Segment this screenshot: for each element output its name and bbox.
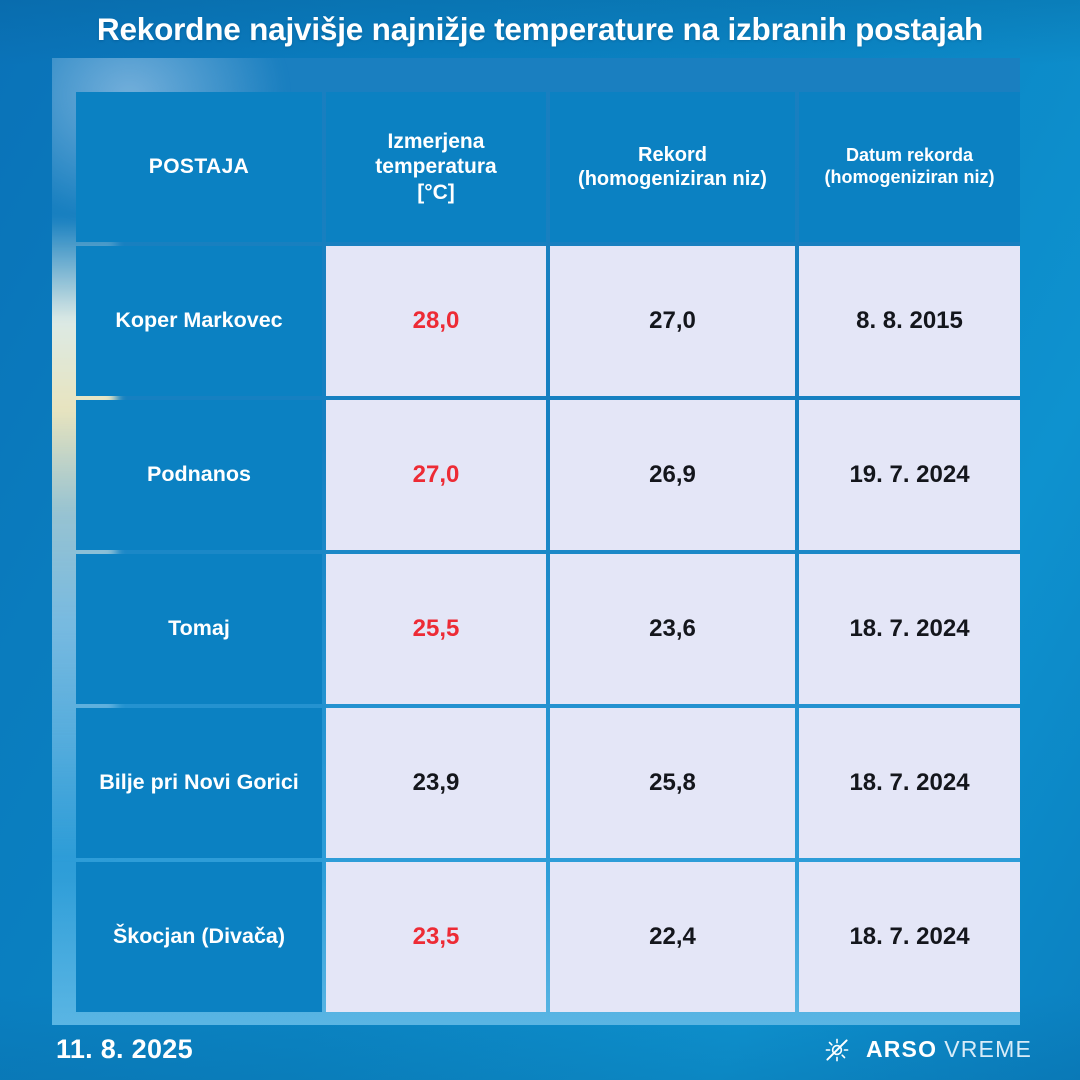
column-header-measured-line2: temperatura [375,155,497,179]
cell-station: Tomaj [76,554,322,704]
cell-station: Koper Markovec [76,246,322,396]
brand-vreme: VREME [944,1036,1032,1062]
cell-record-date: 8. 8. 2015 [799,246,1020,396]
table-header-row: POSTAJA Izmerjena temperatura [°C] Rekor… [76,92,1020,242]
cell-record: 23,6 [550,554,795,704]
footer-bar: 11. 8. 2025 [0,1025,1080,1080]
sun-crossed-icon [824,1037,850,1063]
table-panel: POSTAJA Izmerjena temperatura [°C] Rekor… [52,58,1020,1025]
column-header-record-line2: (homogeniziran niz) [578,168,767,190]
cell-record-date: 18. 7. 2024 [799,708,1020,858]
cell-record: 22,4 [550,862,795,1012]
footer-date: 11. 8. 2025 [56,1034,193,1064]
column-header-measured-line1: Izmerjena [387,129,485,153]
cell-measured-temperature: 27,0 [326,400,546,550]
cell-record-date: 18. 7. 2024 [799,862,1020,1012]
cell-record: 27,0 [550,246,795,396]
temperature-table: POSTAJA Izmerjena temperatura [°C] Rekor… [72,88,1020,1016]
cell-record: 26,9 [550,400,795,550]
page-title: Rekordne najvišje najnižje temperature n… [96,10,984,47]
cell-measured-temperature: 25,5 [326,554,546,704]
cell-record-date: 19. 7. 2024 [799,400,1020,550]
cell-record: 25,8 [550,708,795,858]
cell-measured-temperature: 28,0 [326,246,546,396]
column-header-station: POSTAJA [76,92,322,242]
column-header-measured-temperature: Izmerjena temperatura [°C] [326,92,546,242]
brand-logo: ARSO VREME [824,1036,1032,1063]
column-header-record: Rekord (homogeniziran niz) [550,92,795,242]
column-header-date-line1: Datum rekorda [845,145,974,166]
column-header-measured-line3: [°C] [417,180,455,204]
brand-text: ARSO VREME [866,1036,1032,1063]
table-row: Podnanos 27,0 26,9 19. 7. 2024 [76,400,1020,550]
table-row: Škocjan (Divača) 23,5 22,4 18. 7. 2024 [76,862,1020,1012]
brand-arso: ARSO [865,1036,938,1062]
cell-measured-temperature: 23,9 [326,708,546,858]
cell-station: Bilje pri Novi Gorici [76,708,322,858]
title-bar: Rekordne najvišje najnižje temperature n… [0,0,1080,58]
cell-record-date: 18. 7. 2024 [799,554,1020,704]
cell-station: Podnanos [76,400,322,550]
table-row: Koper Markovec 28,0 27,0 8. 8. 2015 [76,246,1020,396]
column-header-record-line1: Rekord [638,143,707,166]
cell-station: Škocjan (Divača) [76,862,322,1012]
cell-measured-temperature: 23,5 [326,862,546,1012]
table-row: Tomaj 25,5 23,6 18. 7. 2024 [76,554,1020,704]
table-body: Koper Markovec 28,0 27,0 8. 8. 2015 Podnanos… [76,246,1020,1012]
table-row: Bilje pri Novi Gorici 23,9 25,8 18. 7. 2024 [76,708,1020,858]
column-header-record-date: Datum rekorda (homogeniziran niz) [799,92,1020,242]
column-header-date-line2: (homogeniziran niz) [824,167,995,187]
